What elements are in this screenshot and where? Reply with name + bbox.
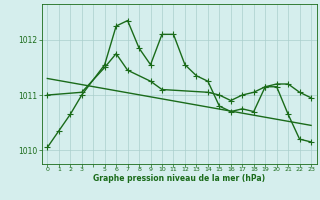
X-axis label: Graphe pression niveau de la mer (hPa): Graphe pression niveau de la mer (hPa) bbox=[93, 174, 265, 183]
